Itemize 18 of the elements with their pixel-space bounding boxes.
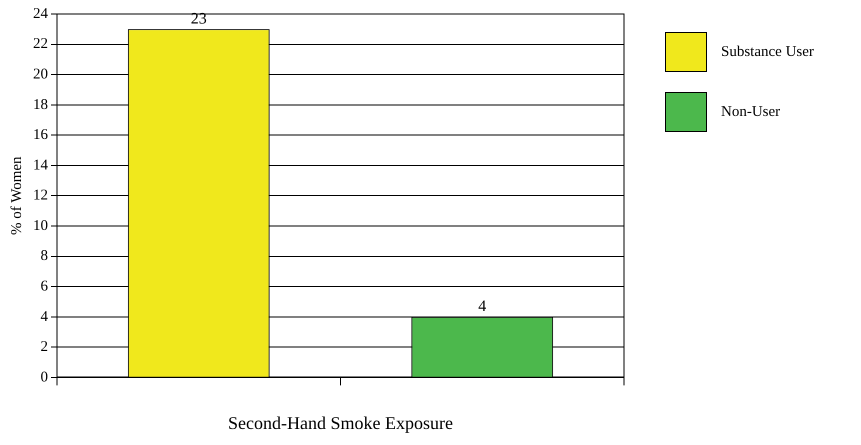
- y-tick-label: 20: [33, 66, 48, 83]
- y-tick-label: 0: [40, 369, 48, 386]
- y-tick-label: 10: [33, 218, 48, 234]
- text: Non-User: [721, 104, 780, 120]
- y-tick-label: 24: [33, 6, 48, 22]
- text: Substance User: [721, 44, 814, 60]
- x-axis-title: Second-Hand Smoke Exposure: [228, 412, 453, 433]
- y-tick-label: 8: [40, 248, 48, 264]
- y-tick-label: 18: [33, 96, 48, 113]
- y-tick-label: 4: [40, 308, 48, 325]
- y-tick-label: 2: [40, 339, 48, 356]
- y-tick-label: 6: [40, 278, 48, 294]
- y-tick-label: 16: [33, 127, 48, 144]
- y-tick-label: 14: [33, 157, 48, 174]
- y-axis-title: % of Women: [8, 156, 25, 235]
- data-label: 4: [478, 298, 486, 316]
- y-tick-label: 22: [33, 36, 48, 52]
- y-tick-label: 12: [33, 188, 48, 204]
